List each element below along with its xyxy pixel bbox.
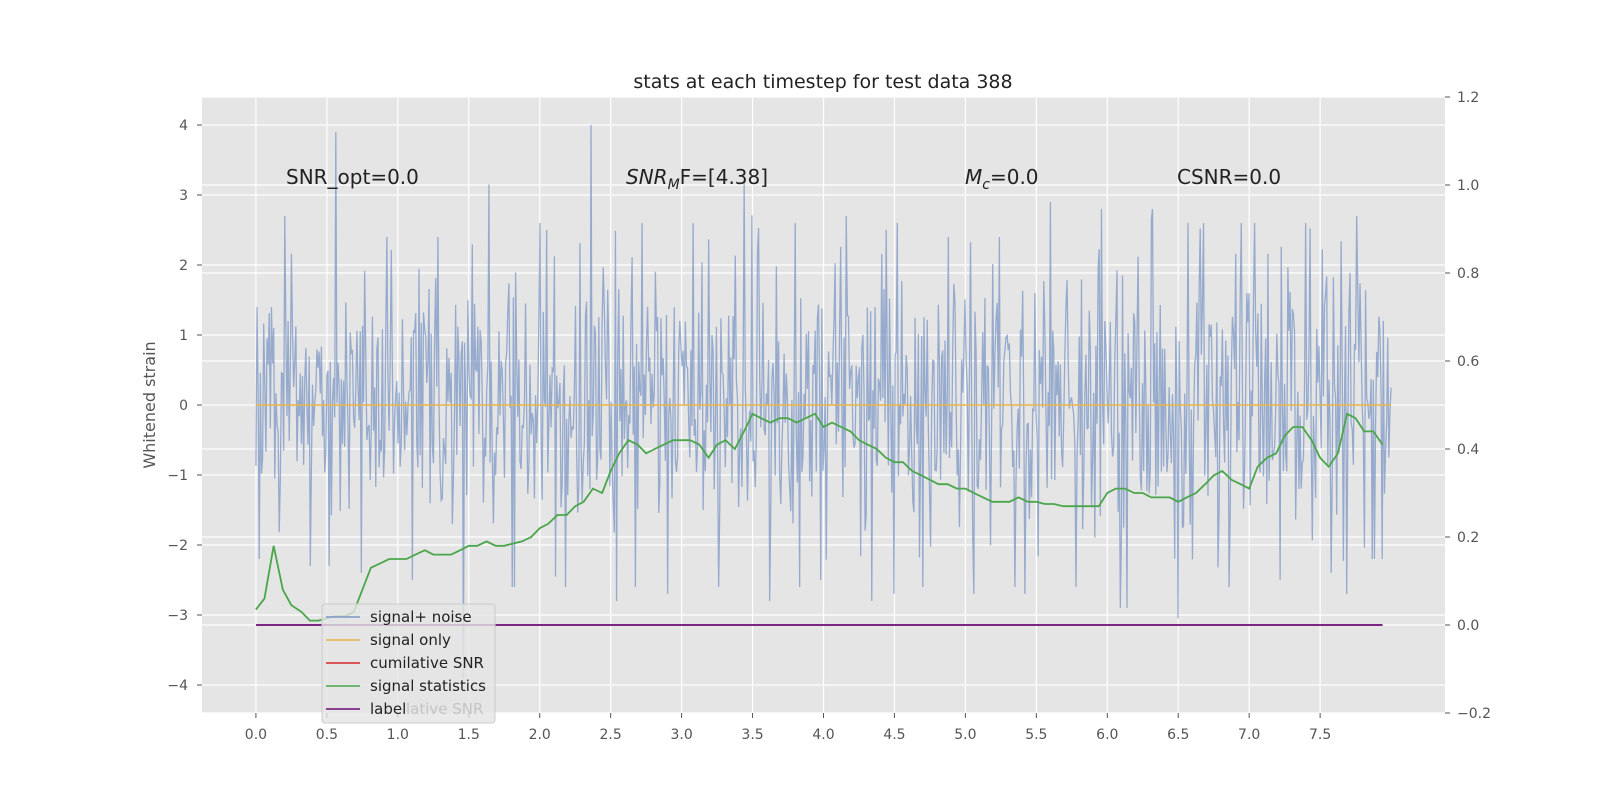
y-tick-label: −2 [167, 538, 188, 554]
y2-tick-label: −0.2 [1457, 706, 1491, 722]
y-axis-left: −4 −3 −2 −1 0 1 2 3 4 [167, 118, 202, 694]
annotation-snr-opt: SNR_opt=0.0 [286, 165, 419, 189]
y-tick-label: −4 [167, 678, 188, 694]
legend-box [321, 603, 496, 724]
x-tick-label: 4.5 [883, 727, 905, 743]
x-tick-label: 3.5 [741, 727, 763, 743]
y-tick-label: 1 [179, 328, 188, 344]
y-tick-label: 0 [179, 398, 188, 414]
x-tick-label: 1.0 [387, 727, 409, 743]
x-tick-label: 0.5 [316, 727, 338, 743]
x-tick-label: 5.0 [954, 727, 976, 743]
legend-label-signal-statistics: signal statistics [370, 677, 486, 695]
x-tick-label: 6.5 [1167, 727, 1189, 743]
legend-label-signal-noise: signal+ noise [370, 608, 472, 626]
annotations: SNR_opt=0.0 SNRMF=[4.38] Mc=0.0 CSNR=0.0 [286, 165, 1281, 193]
y-tick-label: −1 [167, 468, 188, 484]
x-tick-label: 2.5 [600, 727, 622, 743]
annotation-csnr: CSNR=0.0 [1177, 165, 1281, 189]
y-tick-label: 2 [179, 258, 188, 274]
y-tick-label: −3 [167, 608, 188, 624]
y-axis-label: Whitened strain [140, 341, 159, 468]
y2-tick-label: 0.0 [1457, 618, 1479, 634]
annotation-mc-value: =0.0 [990, 165, 1039, 189]
annotation-mc-sub: c [982, 177, 990, 193]
annotation-mc: Mc=0.0 [965, 165, 1039, 193]
y2-tick-label: 0.2 [1457, 530, 1479, 546]
x-tick-label: 7.0 [1238, 727, 1260, 743]
series-signal-statistics [255, 412, 1384, 622]
series-signal-noise-line [255, 124, 1392, 679]
x-tick-label: 6.0 [1096, 727, 1118, 743]
annotation-snr-mf-sub: M [668, 177, 680, 193]
y-tick-label: 3 [179, 188, 188, 204]
noise-series-group [255, 124, 1392, 679]
y2-tick-label: 0.4 [1457, 442, 1479, 458]
legend-label-label: label [370, 700, 406, 718]
x-tick-label: 1.5 [458, 727, 480, 743]
y2-tick-label: 1.0 [1457, 178, 1479, 194]
annotation-snr-mf-value: F=[4.38] [680, 165, 768, 189]
y-tick-label: 4 [179, 118, 188, 134]
y-axis-right: −0.2 0.0 0.2 0.4 0.6 0.8 1.0 1.2 [1445, 90, 1491, 722]
legend-ghost-text: lative SNR [406, 700, 483, 718]
x-tick-label: 2.0 [529, 727, 551, 743]
series-signal-statistics-line [255, 412, 1384, 622]
annotation-snr-mf-base: SNR [626, 165, 668, 189]
x-tick-label: 0.0 [245, 727, 267, 743]
x-tick-label: 7.5 [1309, 727, 1331, 743]
x-tick-label: 5.5 [1025, 727, 1047, 743]
y2-tick-label: 1.2 [1457, 90, 1479, 106]
chart-title: stats at each timestep for test data 388 [633, 71, 1012, 93]
x-tick-label: 3.0 [670, 727, 692, 743]
y2-tick-label: 0.8 [1457, 266, 1479, 282]
x-axis: 0.0 0.5 1.0 1.5 2.0 2.5 3.0 3.5 4.0 4.5 5.0 5.5 6.0 6… [245, 713, 1331, 743]
y2-tick-label: 0.6 [1457, 354, 1479, 370]
x-tick-label: 4.0 [812, 727, 834, 743]
annotation-mc-base: M [965, 165, 982, 189]
legend: lative SNR signal+ noise signal only cum… [321, 603, 496, 724]
annotation-snr-mf: SNRMF=[4.38] [626, 165, 768, 193]
legend-label-cumilative-snr: cumilative SNR [370, 654, 484, 672]
legend-label-signal-only: signal only [370, 631, 451, 649]
